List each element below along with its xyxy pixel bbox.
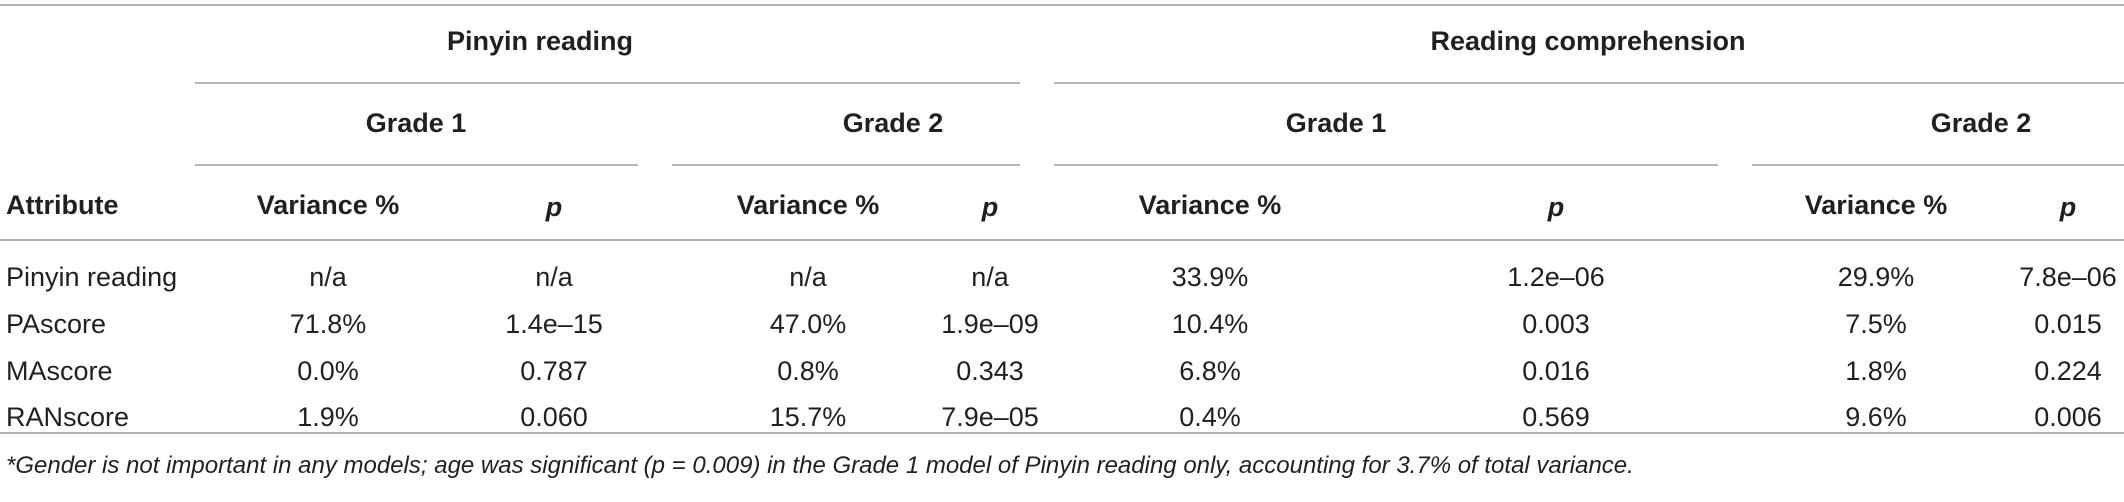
grade-rule-pinyin-g2 — [672, 164, 1020, 166]
table-cell: 29.9% — [1837, 262, 1915, 292]
row-label: MAscore — [6, 356, 113, 386]
column-header-variance: Variance % — [1804, 190, 1948, 220]
table-cell: n/a — [971, 262, 1009, 292]
row-label: RANscore — [6, 402, 130, 432]
header-rule — [0, 239, 2124, 241]
row-label: PAscore — [6, 309, 107, 339]
table-cell: 0.224 — [2034, 356, 2102, 386]
table-cell: 1.9% — [297, 402, 359, 432]
table-cell: 7.8e–06 — [2019, 262, 2117, 292]
top-rule — [0, 4, 2124, 6]
table-cell: n/a — [789, 262, 827, 292]
row-label: Pinyin reading — [6, 262, 178, 292]
table-cell: 1.2e–06 — [1507, 262, 1605, 292]
table-cell: 10.4% — [1171, 309, 1249, 339]
column-header-p: p — [1547, 192, 1565, 222]
column-header-p: p — [981, 192, 999, 222]
grade-rule-pinyin-g1 — [195, 164, 638, 166]
table-cell: 0.343 — [956, 356, 1024, 386]
group-rule-comprehension — [1054, 82, 2124, 84]
table-footnote: *Gender is not important in any models; … — [6, 452, 1634, 479]
table-cell: 1.4e–15 — [505, 309, 603, 339]
grade-rule-comp-g1 — [1054, 164, 1718, 166]
table-cell: n/a — [309, 262, 347, 292]
grade-header-comp-g2: Grade 2 — [1930, 108, 2032, 138]
bottom-rule — [0, 432, 2124, 434]
table-cell: 33.9% — [1171, 262, 1249, 292]
column-header-variance: Variance % — [256, 190, 400, 220]
table-cell: 1.8% — [1845, 356, 1907, 386]
table-cell: 0.006 — [2034, 402, 2102, 432]
grade-header-pinyin-g2: Grade 2 — [842, 108, 944, 138]
group-header-comprehension: Reading comprehension — [1430, 26, 1746, 56]
table-cell: 0.787 — [520, 356, 588, 386]
table-cell: 71.8% — [289, 309, 367, 339]
group-rule-pinyin — [195, 82, 1020, 84]
table-cell: 0.060 — [520, 402, 588, 432]
table-cell: 1.9e–09 — [941, 309, 1039, 339]
column-header-p: p — [2059, 192, 2077, 222]
table-cell: 7.5% — [1845, 309, 1907, 339]
table-cell: 47.0% — [769, 309, 847, 339]
table-cell: 0.016 — [1522, 356, 1590, 386]
grade-header-pinyin-g1: Grade 1 — [365, 108, 467, 138]
table-cell: 9.6% — [1845, 402, 1907, 432]
table-cell: 0.8% — [777, 356, 839, 386]
column-header-p: p — [545, 192, 563, 222]
column-header-variance: Variance % — [736, 190, 880, 220]
table-cell: 0.015 — [2034, 309, 2102, 339]
table-cell: 6.8% — [1179, 356, 1241, 386]
table-cell: 0.003 — [1522, 309, 1590, 339]
column-header-attribute: Attribute — [6, 190, 119, 220]
grade-rule-comp-g2 — [1752, 164, 2124, 166]
group-header-pinyin: Pinyin reading — [446, 26, 634, 56]
grade-header-comp-g1: Grade 1 — [1285, 108, 1387, 138]
column-header-variance: Variance % — [1138, 190, 1282, 220]
table-cell: 15.7% — [769, 402, 847, 432]
table-cell: 0.569 — [1522, 402, 1590, 432]
table-cell: 7.9e–05 — [941, 402, 1039, 432]
table-cell: 0.0% — [297, 356, 359, 386]
table-cell: 0.4% — [1179, 402, 1241, 432]
table-cell: n/a — [535, 262, 573, 292]
